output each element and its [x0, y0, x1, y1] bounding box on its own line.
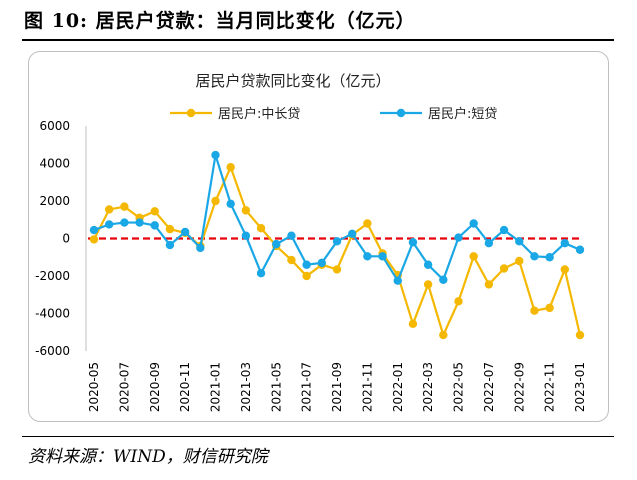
- data-point: [272, 239, 281, 249]
- legend-label: 居民户:中长贷: [218, 106, 300, 122]
- legend-label: 居民户:短贷: [428, 106, 497, 122]
- data-point: [165, 224, 175, 234]
- data-point: [287, 255, 296, 265]
- x-tick-label: 2021-03: [239, 362, 253, 412]
- data-point: [165, 240, 175, 250]
- data-point: [560, 238, 570, 248]
- data-point: [515, 256, 524, 266]
- data-point: [241, 231, 251, 240]
- x-tick-label: 2020-09: [148, 362, 162, 412]
- x-tick-label: 2022-11: [543, 362, 557, 412]
- data-point: [180, 227, 190, 237]
- x-tick-label: 2021-09: [330, 362, 344, 412]
- data-point: [150, 221, 159, 230]
- series-line: [93, 164, 582, 339]
- data-point: [150, 207, 159, 216]
- data-point: [439, 275, 448, 284]
- data-point: [575, 245, 585, 254]
- figure-title: 图 10: 居民户贷款：当月同比变化（亿元）: [24, 10, 416, 32]
- data-point: [332, 265, 342, 274]
- data-point: [363, 219, 372, 228]
- data-point: [256, 223, 266, 233]
- data-point: [378, 252, 387, 261]
- data-point: [317, 258, 327, 268]
- data-point: [469, 219, 478, 228]
- data-point: [393, 276, 402, 285]
- data-point: [347, 229, 357, 239]
- source-note: 资料来源：WIND，财信研究院: [28, 447, 268, 467]
- data-point: [241, 206, 251, 215]
- x-tick-label: 2023-01: [573, 362, 587, 412]
- data-point: [120, 202, 129, 211]
- chart-title: 居民户贷款同比变化（亿元）: [195, 72, 390, 90]
- data-point: [89, 225, 99, 235]
- data-point: [302, 260, 311, 269]
- bottom-rule: [22, 436, 614, 437]
- x-tick-label: 2022-01: [391, 362, 405, 412]
- data-point: [120, 218, 129, 227]
- x-tick-label: 2020-07: [117, 362, 131, 412]
- y-tick-label: 4000: [39, 157, 70, 171]
- data-point: [256, 268, 266, 278]
- data-point: [408, 319, 418, 329]
- data-point: [211, 150, 220, 160]
- y-tick-label: 0: [62, 232, 70, 246]
- series-line: [93, 154, 581, 284]
- data-point: [530, 252, 539, 261]
- data-point: [484, 280, 494, 289]
- data-point: [560, 265, 570, 274]
- legend: 居民户:中长贷 居民户:短贷: [170, 106, 497, 122]
- x-tick-label: 2020-05: [87, 362, 101, 412]
- x-tick-label: 2022-05: [452, 362, 466, 412]
- data-point: [484, 238, 494, 248]
- data-point: [104, 220, 114, 229]
- legend-swatch-marker: [396, 108, 406, 118]
- y-tick-label: -2000: [35, 269, 70, 283]
- series-1: [89, 163, 585, 340]
- x-tick-label: 2021-07: [300, 362, 314, 412]
- data-point: [423, 280, 433, 289]
- x-tick-label: 2021-11: [360, 362, 374, 412]
- series-2: [89, 150, 585, 285]
- data-point: [104, 205, 114, 214]
- data-point: [211, 196, 220, 206]
- x-tick-label: 2022-09: [512, 362, 526, 412]
- data-point: [287, 231, 296, 240]
- data-point: [499, 225, 509, 235]
- x-tick-label: 2021-01: [209, 362, 223, 412]
- x-tick-label: 2020-11: [178, 362, 192, 412]
- data-point: [454, 233, 463, 242]
- data-point: [515, 237, 524, 246]
- data-point: [575, 330, 585, 340]
- data-point: [469, 252, 478, 261]
- data-point: [545, 303, 554, 313]
- data-point: [439, 330, 448, 340]
- data-point: [196, 243, 205, 253]
- series-group: [89, 150, 585, 340]
- data-point: [454, 297, 463, 306]
- data-point: [363, 252, 372, 261]
- x-tick-label: 2022-03: [421, 362, 435, 412]
- data-point: [530, 306, 539, 315]
- x-tick-label: 2022-07: [482, 362, 496, 412]
- y-tick-label: 6000: [39, 119, 70, 133]
- data-point: [545, 253, 554, 262]
- data-point: [408, 238, 418, 247]
- data-point: [302, 271, 311, 281]
- axes: -6000 -4000 -2000 0 2000 4000 6000 2020-05 2020-…: [35, 119, 587, 412]
- y-tick-label: -4000: [35, 307, 70, 321]
- y-tick-label: -6000: [35, 344, 70, 358]
- data-point: [226, 163, 235, 172]
- data-point: [423, 260, 433, 269]
- data-point: [226, 199, 235, 209]
- data-point: [332, 237, 342, 246]
- x-tick-label: 2021-05: [269, 362, 283, 412]
- data-point: [89, 235, 99, 244]
- legend-swatch-marker: [186, 108, 196, 118]
- data-point: [135, 218, 144, 227]
- y-tick-label: 2000: [39, 194, 70, 208]
- top-rule: [22, 39, 614, 41]
- data-point: [499, 264, 509, 273]
